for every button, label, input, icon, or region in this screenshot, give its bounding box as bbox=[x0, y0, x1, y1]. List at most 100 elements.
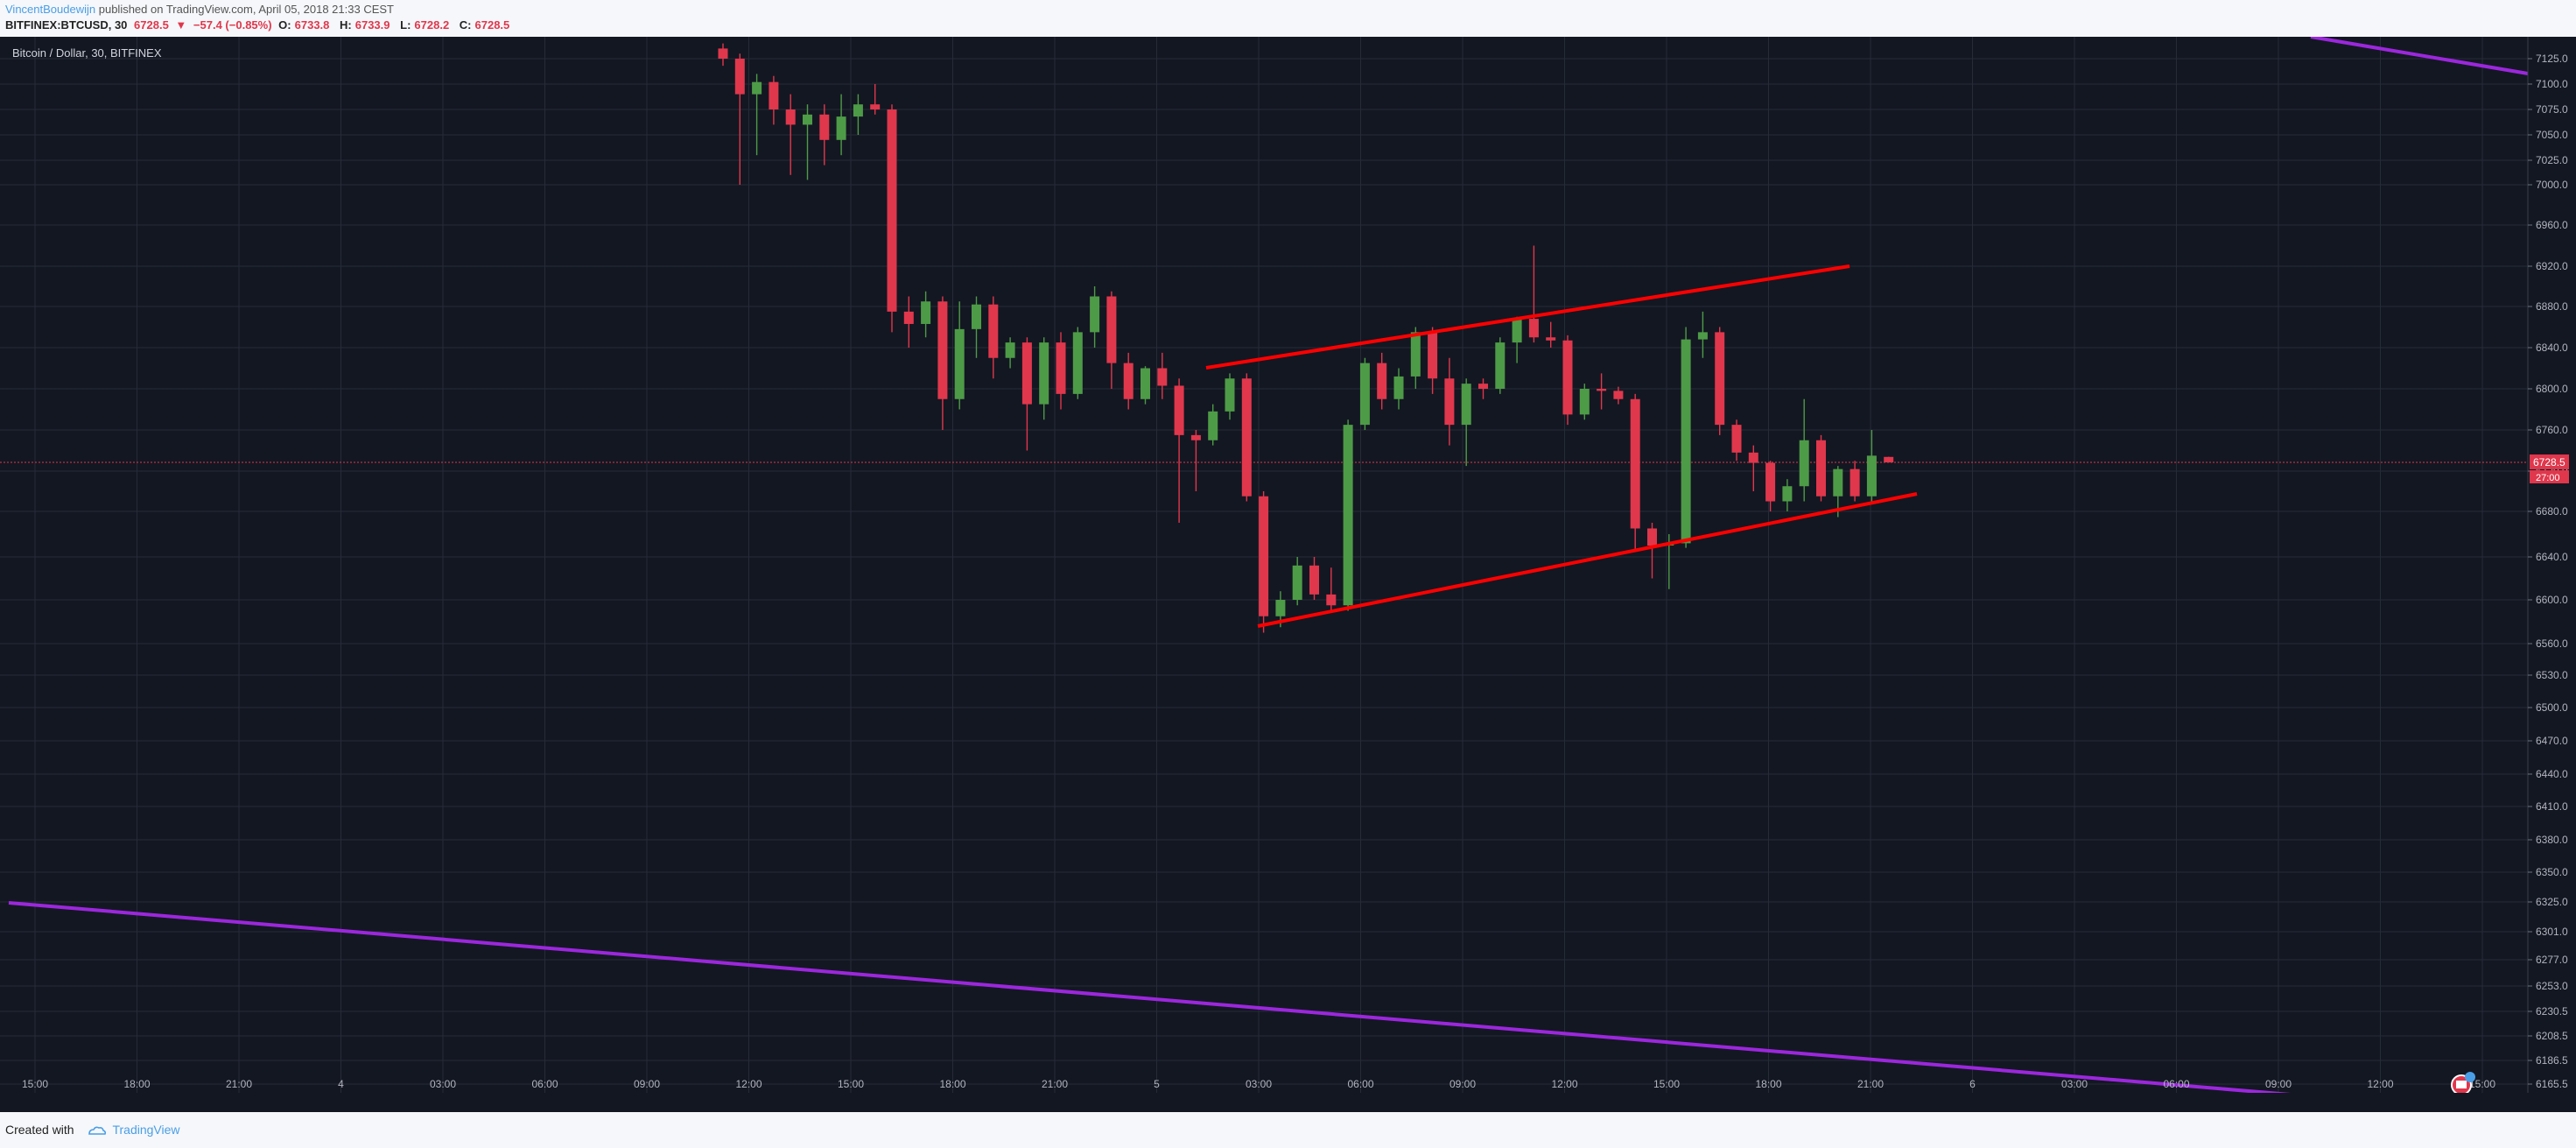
candle[interactable] bbox=[903, 296, 914, 349]
candle[interactable] bbox=[1799, 398, 1809, 502]
candle[interactable] bbox=[1630, 393, 1640, 552]
candle[interactable] bbox=[1410, 327, 1421, 390]
x-tick-label: 06:00 bbox=[2163, 1078, 2189, 1090]
x-tick-label: 21:00 bbox=[1042, 1078, 1068, 1090]
y-tick-label: 6253.0 bbox=[2536, 980, 2568, 992]
candle[interactable] bbox=[1021, 337, 1032, 451]
candle[interactable] bbox=[1141, 366, 1150, 405]
candle[interactable] bbox=[870, 84, 881, 115]
candle[interactable] bbox=[887, 104, 897, 333]
y-tick-label: 6960.0 bbox=[2536, 219, 2568, 231]
candle[interactable] bbox=[1106, 291, 1117, 389]
candle[interactable] bbox=[1174, 378, 1184, 523]
y-tick-label: 6440.0 bbox=[2536, 768, 2568, 780]
candle[interactable] bbox=[954, 301, 965, 410]
candle[interactable] bbox=[1681, 327, 1691, 548]
candle[interactable] bbox=[1528, 245, 1539, 343]
y-tick-label: 6470.0 bbox=[2536, 735, 2568, 747]
candle[interactable] bbox=[734, 53, 745, 185]
purple-trendline-upper[interactable] bbox=[2310, 37, 2529, 75]
x-tick-label: 09:00 bbox=[634, 1078, 660, 1090]
x-tick-label: 03:00 bbox=[430, 1078, 456, 1090]
candle[interactable] bbox=[1393, 368, 1404, 410]
candle[interactable] bbox=[1647, 523, 1657, 579]
x-tick-label: 15:00 bbox=[1653, 1078, 1680, 1090]
candle[interactable] bbox=[1072, 327, 1083, 399]
chart-notification-icon[interactable] bbox=[2451, 1072, 2475, 1093]
x-tick-label: 18:00 bbox=[1755, 1078, 1781, 1090]
candle[interactable] bbox=[1005, 337, 1015, 369]
candle[interactable] bbox=[752, 74, 762, 156]
candle[interactable] bbox=[1343, 419, 1353, 611]
candle[interactable] bbox=[1748, 445, 1758, 491]
candlestick-chart[interactable]: 7125.0 7100.0 7075.0 7050.0 7025.0 7000.0 6960… bbox=[0, 37, 2576, 1093]
price-axis[interactable]: 7125.0 7100.0 7075.0 7050.0 7025.0 7000.0 6960… bbox=[2527, 37, 2576, 1093]
candle[interactable] bbox=[1613, 386, 1624, 405]
chart-area[interactable]: 7125.0 7100.0 7075.0 7050.0 7025.0 7000.0 6960… bbox=[0, 37, 2576, 1093]
candle[interactable] bbox=[988, 296, 999, 379]
candle[interactable] bbox=[1731, 419, 1742, 461]
candle[interactable] bbox=[1377, 352, 1387, 410]
candle[interactable] bbox=[1816, 434, 1826, 502]
candle[interactable] bbox=[836, 94, 846, 156]
candle[interactable] bbox=[1326, 567, 1337, 611]
y-tick-label: 6920.0 bbox=[2536, 260, 2568, 272]
candle[interactable] bbox=[1478, 378, 1488, 399]
candles bbox=[718, 43, 1894, 633]
author-link[interactable]: VincentBoudewijn bbox=[5, 3, 96, 16]
candle[interactable] bbox=[1359, 357, 1370, 430]
y-tick-label: 6880.0 bbox=[2536, 300, 2568, 313]
candle[interactable] bbox=[1765, 461, 1776, 511]
candle[interactable] bbox=[1190, 430, 1201, 491]
candle[interactable] bbox=[1461, 378, 1471, 467]
candle[interactable] bbox=[803, 104, 812, 180]
x-tick-label: 06:00 bbox=[1347, 1078, 1373, 1090]
channel-upper-line[interactable] bbox=[1205, 264, 1850, 370]
candle[interactable] bbox=[937, 296, 948, 431]
tradingview-link[interactable]: TradingView bbox=[112, 1123, 180, 1137]
purple-trendline-lower[interactable] bbox=[8, 901, 2363, 1093]
candle[interactable] bbox=[819, 104, 830, 166]
candle[interactable] bbox=[1090, 286, 1100, 348]
time-axis[interactable]: 15:00 18:00 21:00 4 03:00 06:00 09:00 12:00 15:0… bbox=[0, 1078, 2528, 1093]
candle[interactable] bbox=[718, 43, 728, 67]
channel-lower-line[interactable] bbox=[1257, 492, 1918, 628]
candle[interactable] bbox=[1546, 321, 1556, 348]
y-tick-label: 6301.0 bbox=[2536, 926, 2568, 938]
candle[interactable] bbox=[1850, 461, 1860, 502]
candle[interactable] bbox=[1562, 335, 1573, 426]
candle[interactable] bbox=[1056, 332, 1066, 410]
candle[interactable] bbox=[1597, 373, 1607, 410]
candle[interactable] bbox=[1208, 404, 1218, 446]
candle[interactable] bbox=[1782, 479, 1793, 511]
y-tick-label: 6277.0 bbox=[2536, 954, 2568, 966]
candle[interactable] bbox=[1123, 352, 1134, 410]
candle[interactable] bbox=[853, 94, 863, 135]
candle[interactable] bbox=[1157, 352, 1168, 399]
y-tick-label: 6325.0 bbox=[2536, 896, 2568, 908]
candle[interactable] bbox=[1225, 373, 1235, 420]
candle[interactable] bbox=[1884, 456, 1894, 463]
open-readout: O: 6733.8 bbox=[278, 18, 330, 32]
candle[interactable] bbox=[1495, 337, 1506, 394]
candle[interactable] bbox=[1039, 337, 1049, 420]
publish-info: VincentBoudewijn published on TradingVie… bbox=[5, 3, 394, 16]
candle[interactable] bbox=[1866, 430, 1877, 502]
candle[interactable] bbox=[1428, 327, 1438, 394]
candle[interactable] bbox=[1292, 557, 1302, 606]
candle[interactable] bbox=[1512, 316, 1522, 363]
candle[interactable] bbox=[1579, 384, 1590, 420]
x-tick-label: 21:00 bbox=[226, 1078, 252, 1090]
candle[interactable] bbox=[921, 291, 931, 338]
candle[interactable] bbox=[1715, 327, 1725, 435]
candle[interactable] bbox=[769, 75, 779, 125]
candle[interactable] bbox=[1309, 557, 1319, 600]
price-change: −57.4 (−0.85%) bbox=[193, 18, 272, 32]
candle[interactable] bbox=[972, 296, 981, 358]
candle[interactable] bbox=[1259, 491, 1269, 633]
candle[interactable] bbox=[1444, 357, 1455, 446]
candle[interactable] bbox=[1241, 373, 1252, 502]
candle[interactable] bbox=[785, 94, 796, 175]
candle[interactable] bbox=[1697, 311, 1708, 358]
published-text: published on TradingView.com, April 05, … bbox=[95, 3, 394, 16]
